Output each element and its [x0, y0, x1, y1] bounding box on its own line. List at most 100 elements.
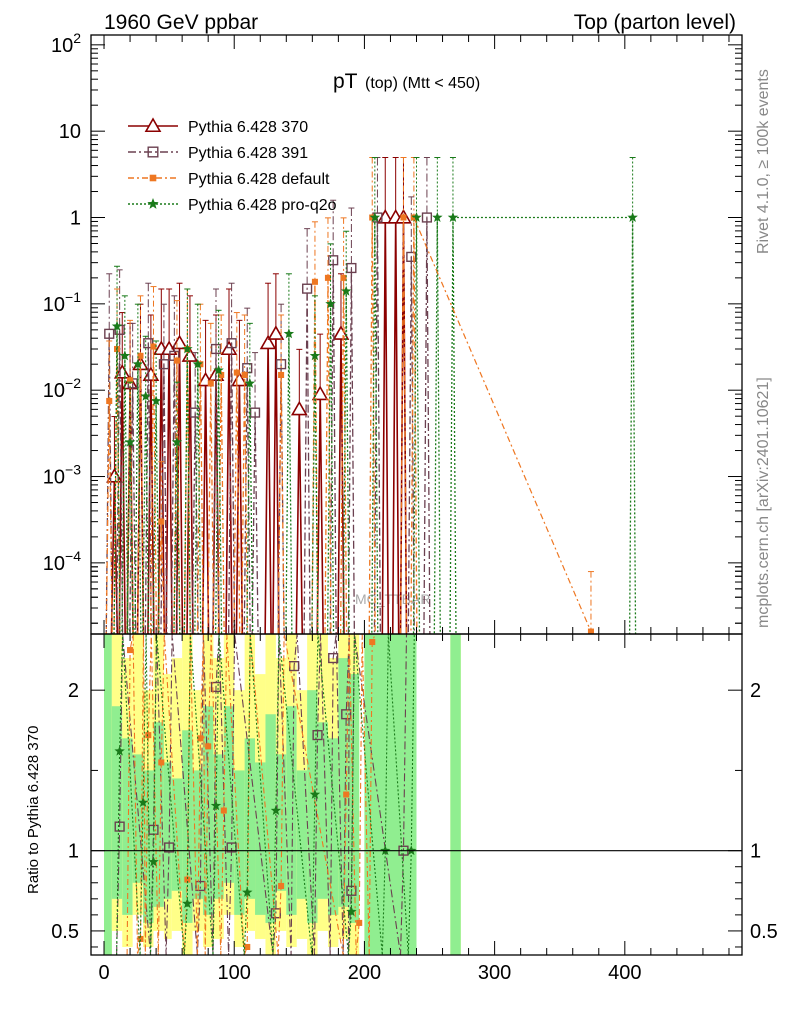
main-ytick-label: 1: [70, 208, 81, 230]
main-point: [127, 377, 134, 384]
ratio-point: [164, 842, 175, 853]
ratio-point: [205, 743, 212, 750]
main-series-line: [113, 217, 637, 634]
ratio-band-green: [265, 714, 276, 923]
rivet-label: Rivet 4.1.0, ≥ 100k events: [755, 69, 772, 254]
ratio-band-green: [348, 674, 360, 923]
main-point: [181, 347, 199, 362]
main-point: [140, 390, 151, 401]
main-point: [627, 212, 638, 222]
main-point: [325, 298, 336, 309]
main-ytick-label: 10−3: [43, 462, 81, 489]
mcplots-label: mcplots.cern.ch [arXiv:2401.10621]: [755, 377, 772, 628]
main-point: [173, 357, 180, 364]
ratio-band-green: [296, 770, 308, 899]
legend-marker: [147, 198, 159, 209]
ratio-band-green: [255, 762, 266, 915]
main-point: [150, 343, 157, 350]
ratio-point: [244, 943, 251, 950]
ratio-point: [158, 759, 165, 766]
ratio-band-green: [307, 690, 318, 923]
main-point: [290, 400, 308, 416]
legend-entry-1: Pythia 6.428 391: [128, 145, 308, 162]
ratio-ylabel: Ratio to Pythia 6.428 370: [25, 726, 42, 894]
ratio-band-green: [327, 738, 339, 915]
ratio-point: [210, 681, 222, 693]
ratio-point: [356, 919, 363, 926]
main-point: [158, 518, 165, 525]
ratio-point: [343, 791, 350, 798]
ratio-ytick-label-right: 1: [750, 841, 761, 863]
main-point: [283, 328, 295, 339]
main-point: [207, 380, 214, 387]
main-point: [190, 407, 201, 418]
main-ytick-label: 10−1: [43, 289, 81, 316]
main-point: [226, 338, 237, 349]
xtick-label: 0: [98, 962, 109, 984]
ratio-point: [328, 652, 339, 664]
legend-entry-2: Pythia 6.428 default: [128, 171, 330, 188]
main-series-layer: [104, 157, 638, 634]
ratio-band-green: [163, 762, 172, 899]
main-point: [158, 359, 170, 370]
ratio-point: [182, 898, 193, 909]
legend-entry-3: Pythia 6.428 pro-q2o: [128, 197, 337, 214]
legend-marker: [149, 174, 157, 182]
ratio-band-green: [111, 706, 123, 899]
ratio-point: [220, 807, 227, 814]
ratio-point: [114, 821, 125, 832]
legend-entry-0: Pythia 6.428 370: [128, 117, 308, 136]
main-point: [249, 407, 261, 418]
main-plot-subtitle: (top) (Mtt < 450): [365, 75, 480, 92]
main-point: [182, 343, 193, 354]
ratio-band-green: [338, 658, 349, 907]
ratio-point: [197, 735, 204, 742]
ratio-band-green: [143, 770, 154, 923]
ratio-point: [137, 797, 149, 807]
main-point: [341, 285, 352, 296]
main-ytick-label: 10−2: [43, 375, 81, 402]
ratio-series-layer: [91, 634, 742, 955]
ratio-band-green: [104, 634, 112, 955]
main-point: [369, 212, 381, 222]
ratio-ytick-label-left: 1: [68, 841, 79, 863]
legend-marker: [147, 146, 159, 158]
ratio-point: [210, 800, 222, 811]
legend-label: Pythia 6.428 default: [188, 171, 330, 188]
ratio-ytick-label-right: 0.5: [750, 921, 778, 943]
header-process-label: Top (parton level): [574, 11, 736, 34]
header-energy-label: 1960 GeV ppbar: [104, 11, 258, 34]
legend-label: Pythia 6.428 pro-q2o: [188, 197, 337, 214]
main-series-1: [104, 157, 433, 634]
main-point: [119, 350, 131, 361]
ratio-band-green: [153, 722, 164, 907]
ratio-ytick-label-left: 2: [68, 680, 79, 702]
ratio-band-green: [192, 770, 203, 899]
main-point: [218, 371, 225, 379]
main-point: [231, 371, 248, 387]
main-point: [400, 214, 407, 221]
main-point: [346, 262, 357, 274]
main-point: [302, 283, 313, 294]
main-series-0: [106, 157, 412, 634]
legend: Pythia 6.428 370 Pythia 6.428 391 Pythia 6…: [128, 117, 337, 214]
main-point: [411, 212, 422, 222]
main-point: [311, 385, 329, 401]
main-point: [311, 278, 318, 285]
ratio-point: [114, 745, 125, 756]
legend-marker: [144, 117, 162, 133]
main-point: [143, 338, 154, 349]
ratio-point: [309, 789, 321, 799]
ratio-point: [312, 730, 323, 741]
main-point: [421, 212, 433, 223]
xtick-label: 200: [348, 962, 381, 984]
ratio-series-2: [126, 634, 376, 955]
ratio-point: [341, 709, 352, 720]
main-point: [267, 325, 285, 340]
main-point: [241, 371, 248, 379]
main-point: [244, 377, 256, 388]
main-point: [171, 436, 183, 447]
main-point: [124, 436, 136, 447]
main-ytick-label: 10−4: [43, 548, 81, 575]
main-point: [324, 274, 331, 281]
